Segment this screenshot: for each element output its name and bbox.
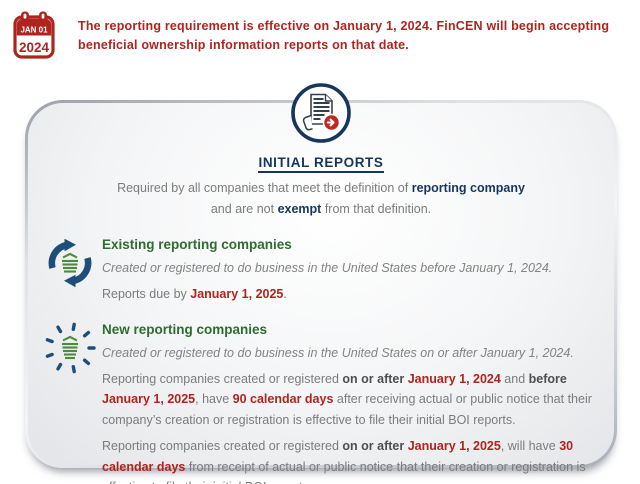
refresh-building-icon	[48, 238, 92, 288]
intro-seg-5: from that definition.	[321, 202, 432, 216]
due-seg-3: .	[283, 287, 287, 301]
p2-on-or-after: on or after	[342, 439, 408, 453]
p1-date-2024: January 1, 2024	[407, 371, 501, 386]
p2-seg-6: from receipt of actual or public notice …	[102, 459, 586, 484]
effective-date-notice: The reporting requirement is effective o…	[78, 17, 626, 55]
existing-companies-due-date: Reports due by January 1, 2025.	[102, 284, 598, 305]
calendar-jan-1-2024-icon: JAN 01 2024	[13, 11, 55, 59]
p1-seg-1: Reporting companies created or registere…	[102, 371, 343, 386]
intro-exempt: exempt	[277, 202, 322, 216]
notice-line-2: beneficial ownership information reports…	[78, 38, 409, 52]
p1-on-or-after: on or after	[342, 371, 408, 386]
document-with-arrow-icon	[291, 83, 351, 143]
new-companies-90-day-rule: Reporting companies created or registere…	[102, 369, 598, 431]
p1-before: before	[528, 371, 567, 386]
p1-date-2025: January 1, 2025	[102, 392, 196, 406]
p1-90-calendar-days: 90 calendar days	[232, 392, 334, 406]
svg-text:2024: 2024	[19, 40, 50, 55]
p1-seg-7: , have	[195, 392, 233, 406]
new-companies-section: New reporting companies Created or regis…	[28, 320, 614, 484]
existing-companies-section: Existing reporting companies Created or …	[28, 235, 614, 305]
p1-seg-9: after receiving actual or public notice …	[102, 392, 592, 427]
existing-companies-description: Created or registered to do business in …	[102, 261, 553, 275]
new-companies-icon-box	[42, 320, 98, 376]
intro-seg-1: Required by all companies that meet the …	[117, 181, 412, 195]
existing-companies-icon-box	[42, 235, 98, 291]
new-building-burst-icon	[45, 322, 96, 373]
notice-line-1: The reporting requirement is effective o…	[78, 19, 610, 33]
intro-text: Required by all companies that meet the …	[28, 178, 614, 220]
p2-30-calendar-days: 30 calendar days	[102, 439, 574, 474]
new-companies-30-day-rule: Reporting companies created or registere…	[102, 436, 598, 484]
p2-date-2025: January 1, 2025	[407, 439, 501, 453]
new-companies-description: Created or registered to do business in …	[102, 345, 574, 360]
intro-reporting-company: reporting company	[411, 181, 525, 195]
due-seg-1: Reports due by	[102, 287, 191, 301]
new-companies-heading: New reporting companies	[102, 321, 268, 337]
initial-reports-panel: INITIAL REPORTS Required by all companie…	[25, 83, 617, 484]
p2-seg-4: , will have	[500, 439, 560, 453]
new-companies-text: New reporting companies Created or regis…	[102, 320, 598, 484]
page-title-text: INITIAL REPORTS	[258, 155, 384, 173]
existing-companies-heading: Existing reporting companies	[102, 237, 292, 252]
panel-body: INITIAL REPORTS Required by all companie…	[28, 83, 614, 484]
svg-text:JAN 01: JAN 01	[20, 26, 48, 35]
due-date-value: January 1, 2025	[190, 287, 284, 301]
p1-seg-4: and	[500, 371, 529, 386]
p2-seg-1: Reporting companies created or registere…	[102, 439, 343, 453]
page-title: INITIAL REPORTS	[28, 103, 614, 173]
intro-seg-3: and are not	[210, 202, 278, 216]
existing-companies-text: Existing reporting companies Created or …	[102, 235, 598, 305]
